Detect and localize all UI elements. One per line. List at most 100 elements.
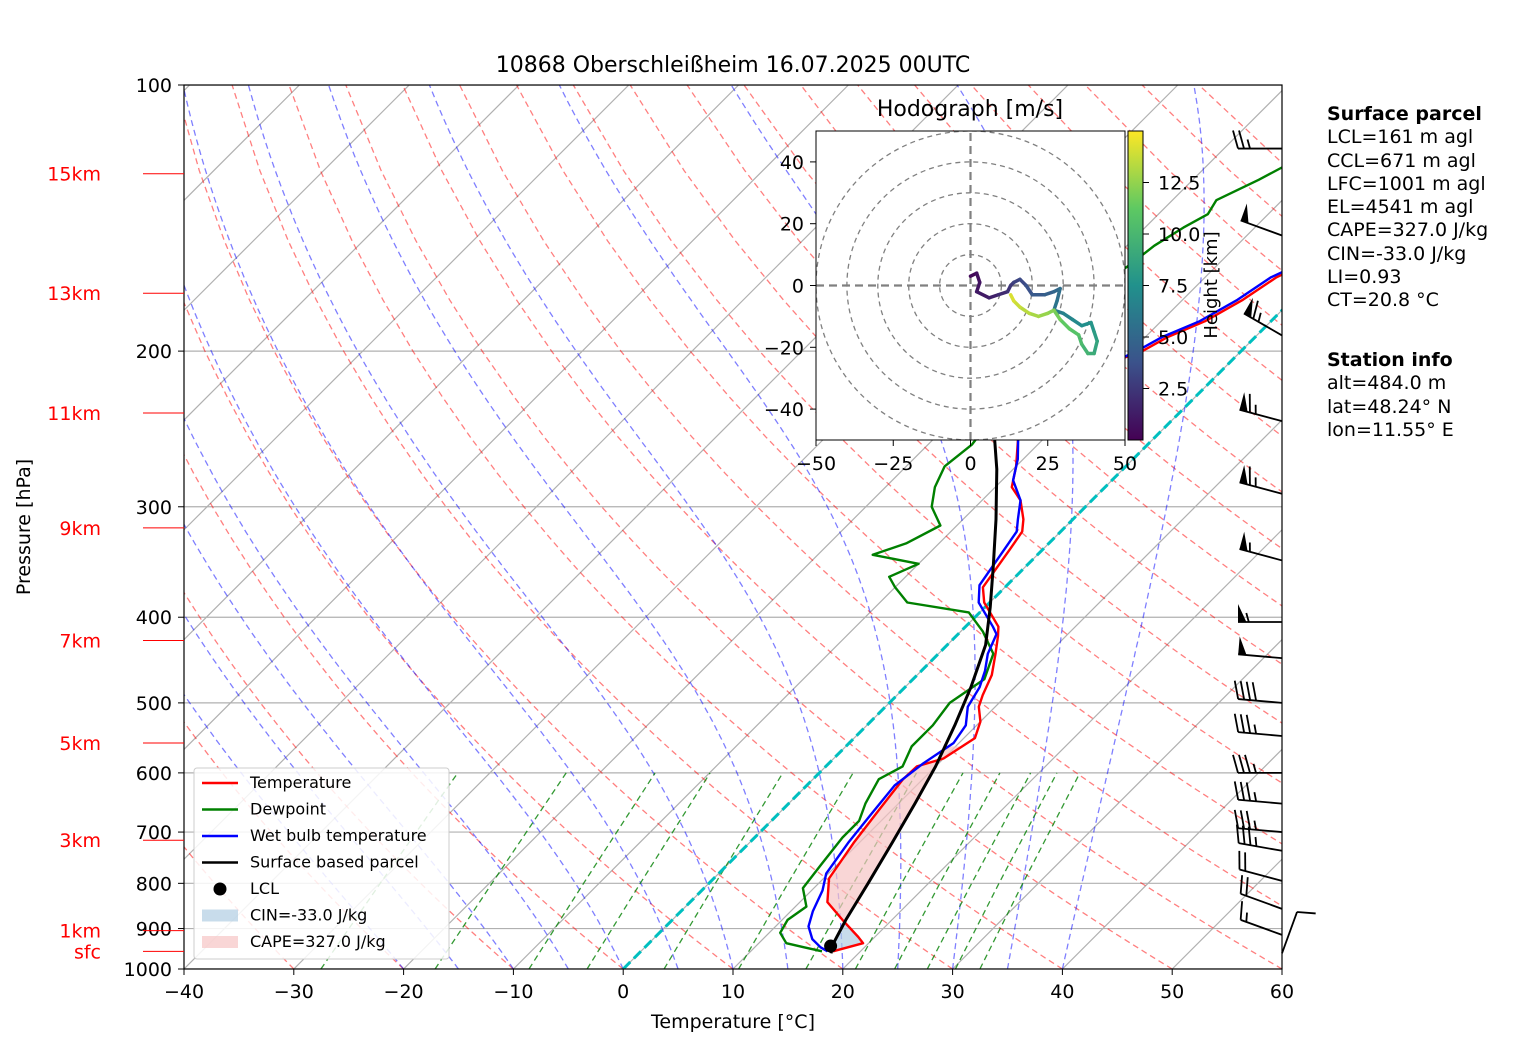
colorbar-tick-label: 2.5 (1158, 379, 1188, 401)
height-label: 13km (47, 283, 101, 305)
series-line-temperature (826, 273, 1282, 953)
surface-parcel-title: Surface parcel (1327, 103, 1482, 125)
hodograph-segment (1052, 308, 1062, 322)
y-tick-label: 100 (136, 75, 172, 97)
isotherm-line (842, 528, 1282, 969)
mixing-ratio-line (854, 772, 964, 969)
colorbar-tick-label: 12.5 (1158, 173, 1200, 195)
barb-half-flag (1253, 792, 1257, 802)
hodograph-x-tick-label: 0 (964, 453, 976, 475)
legend-label: Surface based parcel (250, 853, 419, 872)
y-tick-label: 300 (136, 497, 172, 519)
parcel-el: EL=4541 m agl (1327, 196, 1474, 219)
barb-flag (1238, 130, 1245, 149)
y-tick-label: 700 (136, 822, 172, 844)
hodograph-background (816, 131, 1125, 440)
y-tick-label: 1000 (124, 959, 172, 981)
dry-adiabat-line (402, 85, 1282, 969)
barb-flag (1252, 300, 1259, 320)
barb-pennant (1239, 465, 1248, 485)
legend-label: Dewpoint (250, 800, 326, 819)
barb-flag (1233, 781, 1240, 800)
barb-flag (1245, 714, 1252, 734)
lcl-marker (824, 939, 838, 953)
barb-flag (1245, 782, 1252, 801)
hodograph-x-tick-label: −25 (873, 453, 913, 475)
barb-staff (1240, 219, 1283, 237)
x-tick-label: −20 (384, 981, 424, 1003)
wind-barb (1238, 850, 1283, 882)
mixing-ratio-line (926, 772, 1032, 969)
wind-barb (1233, 713, 1283, 737)
wind-barb (1233, 809, 1283, 833)
barb-half-flag (1246, 139, 1251, 149)
parcel-cin: CIN=-33.0 J/kg (1327, 242, 1467, 265)
barb-flag (1233, 713, 1240, 733)
barb-pennant (1238, 636, 1247, 655)
chart-title: 10868 Oberschleißheim 16.07.2025 00UTC (496, 53, 971, 78)
barb-flag (1296, 911, 1316, 915)
hodograph-segment (1018, 305, 1031, 316)
isotherm-line (184, 85, 740, 641)
moist-adiabat-line (184, 86, 679, 969)
dry-adiabat-line (231, 85, 953, 969)
mixing-ratio-line (954, 772, 1058, 969)
barb-half-flag (1245, 612, 1250, 623)
barb-staff (1238, 798, 1283, 805)
legend-swatch-patch (202, 909, 238, 922)
x-tick-label: −40 (164, 981, 204, 1003)
x-tick-label: 0 (617, 981, 629, 1003)
moist-adiabat-line (184, 417, 569, 969)
wind-barb (1239, 531, 1283, 562)
station-info-panel: Station info alt=484.0 m lat=48.24° N lo… (1327, 349, 1454, 442)
cape-area (827, 746, 963, 920)
barb-staff (1238, 653, 1283, 660)
legend-label: Wet bulb temperature (250, 826, 427, 845)
height-label: sfc (74, 941, 101, 963)
hodograph-x-tick-label: 50 (1113, 453, 1137, 475)
barb-half-flag (1245, 912, 1248, 922)
x-tick-label: 30 (941, 981, 965, 1003)
hodograph-y-tick-label: 20 (780, 214, 804, 236)
colorbar-tick-label: 10.0 (1158, 224, 1200, 246)
hodograph-segment (1079, 342, 1090, 356)
barb-flag (1245, 681, 1252, 701)
barb-flag (1232, 754, 1239, 774)
wind-barb (1232, 130, 1282, 150)
areas (827, 746, 963, 952)
wind-barb (1239, 465, 1283, 495)
hodograph-segment (1055, 286, 1062, 303)
height-label: 1km (59, 921, 101, 943)
barb-staff (1238, 698, 1283, 704)
height-label: 11km (47, 403, 101, 425)
barb-staff (1240, 919, 1283, 936)
moist-adiabat-line (956, 85, 1074, 969)
height-label: 3km (59, 830, 101, 852)
wind-barb (1233, 781, 1283, 805)
barb-staff (1243, 312, 1283, 337)
hodograph-y-tick-label: 40 (780, 152, 804, 174)
legend-box (193, 767, 450, 960)
y-tick-label: 800 (136, 873, 172, 895)
wind-barb (1281, 911, 1316, 954)
legend-label: Temperature (249, 773, 351, 792)
hodograph-y-tick-label: −20 (764, 337, 804, 359)
barb-staff (1281, 911, 1298, 954)
mixing-ratio-line (434, 772, 567, 969)
hodograph-x-tick-label: −50 (796, 453, 836, 475)
wind-barb (1243, 297, 1283, 337)
mixing-ratio-line (586, 772, 711, 969)
series-line-wet-bulb-temperature (807, 270, 1282, 953)
mixing-ratio-line (528, 772, 656, 969)
barb-staff (1239, 481, 1283, 495)
hodograph-segment (1070, 317, 1084, 328)
moist-adiabat-line (247, 85, 734, 969)
barb-half-flag (1252, 763, 1257, 774)
barb-staff (1238, 731, 1283, 737)
barb-flag (1233, 809, 1240, 829)
station-info-title: Station info (1327, 349, 1453, 371)
hodograph-x-tick-label: 25 (1036, 453, 1060, 475)
legend: Temperature Dewpoint Wet bulb temperature S… (193, 767, 450, 960)
barb-flag (1233, 680, 1240, 700)
